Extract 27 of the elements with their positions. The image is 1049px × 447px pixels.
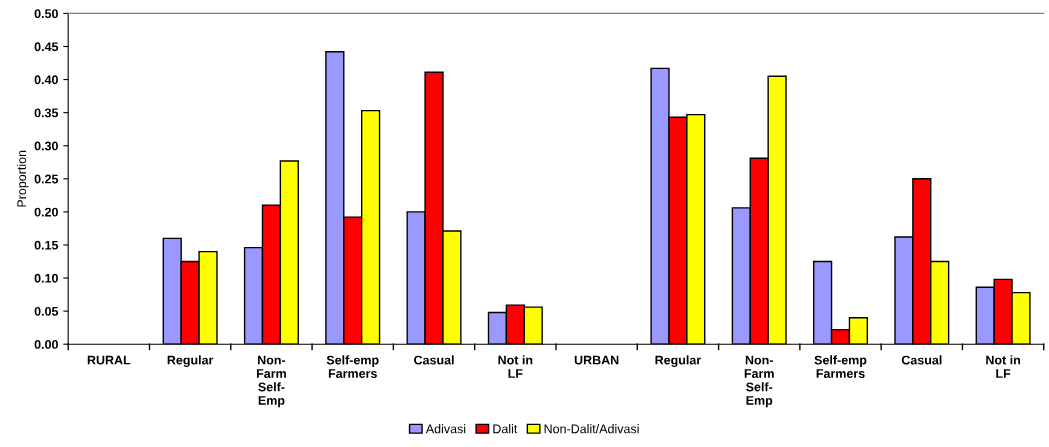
x-tick-label: Non- Farm Self- Emp [744,355,774,408]
y-tick-label: 0.30 [34,141,58,151]
x-tick-label: Non- Farm Self- Emp [256,355,286,408]
y-tick-label: 0.20 [34,207,58,217]
y-tick-label: 0.15 [34,240,59,250]
x-tick-label: Self-emp Farmers [326,355,379,378]
x-tick-label: Regular [167,355,214,368]
x-tick-label: Self-emp Farmers [814,355,867,378]
x-tick-label: URBAN [574,355,619,365]
legend-label: Adivasi [425,424,466,434]
y-tick-label: 0.25 [34,174,59,184]
y-tick-label: 0.35 [34,108,59,118]
y-tick-label: 0.40 [34,75,58,85]
y-tick-label: 0.00 [34,339,58,349]
legend-label: Non-Dalit/Adivasi [544,424,639,434]
y-axis-title: Proportion [16,150,29,207]
legend-label: Dalit [493,424,518,434]
x-tick-label: Casual [901,355,942,365]
x-tick-label: Not in LF [498,355,533,378]
y-tick-label: 0.50 [34,9,58,19]
x-tick-label: Casual [414,355,454,365]
y-tick-label: 0.05 [34,306,59,316]
x-tick-label: Not in LF [986,355,1021,378]
x-tick-label: Regular [655,355,701,368]
y-tick-label: 0.10 [34,273,58,283]
x-tick-label: RURAL [87,355,131,365]
y-tick-label: 0.45 [34,42,59,52]
